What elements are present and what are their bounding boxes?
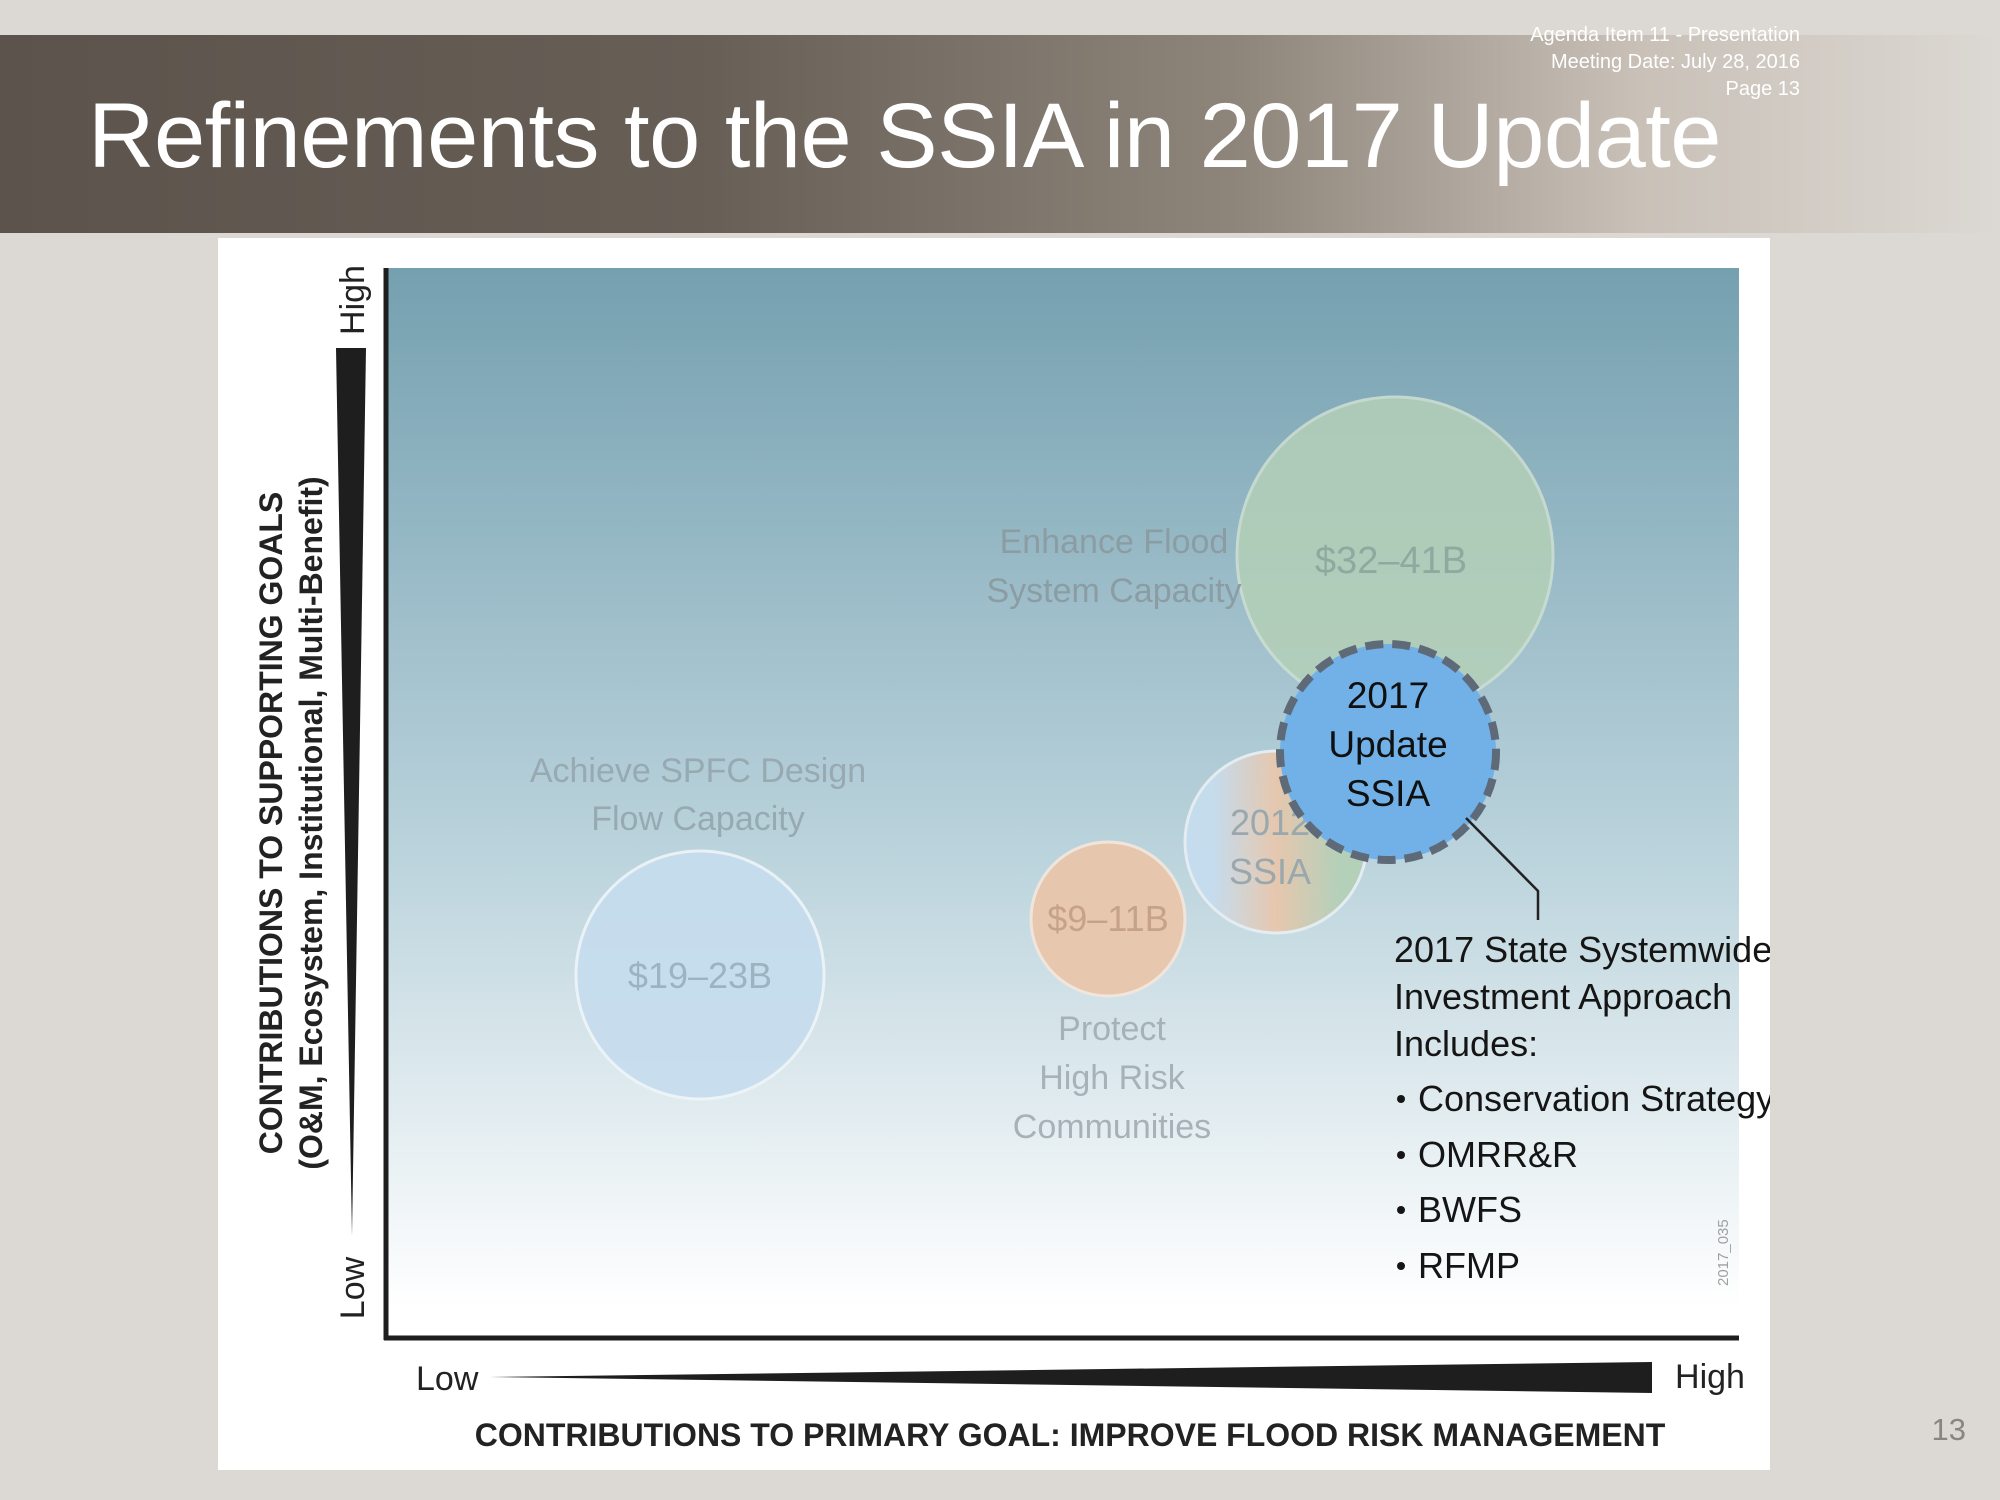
callout-item-bwfs: BWFS	[1418, 1189, 1522, 1230]
callout-item-omrrr: OMRR&R	[1418, 1134, 1578, 1175]
protect-value-label: $9–11B	[1047, 898, 1168, 939]
diagram-panel: High Low CONTRIBUTIONS TO SUPPORTING GOA…	[218, 238, 1770, 1470]
enhance-label-line2: System Capacity	[986, 572, 1241, 610]
y-axis-low-label: Low	[334, 1256, 372, 1319]
enhance-value-label: $32–41B	[1315, 540, 1467, 582]
page-number: 13	[1931, 1412, 1966, 1447]
y-axis-title: CONTRIBUTIONS TO SUPPORTING GOALS	[253, 492, 289, 1155]
callout-bullet-list: Conservation Strategy OMRR&R BWFS RFMP	[1397, 1078, 1770, 1286]
bullet-dot	[1397, 1262, 1405, 1270]
callout-title-line3: Includes:	[1394, 1023, 1538, 1064]
agenda-item-line: Agenda Item 11 - Presentation	[1530, 24, 1800, 46]
slide-title: Refinements to the SSIA in 2017 Update	[88, 85, 1721, 187]
bullet-dot	[1397, 1095, 1405, 1103]
spfc-label-line1: Achieve SPFC Design	[530, 752, 866, 790]
enhance-label-line1: Enhance Flood	[1000, 523, 1229, 561]
y-axis-high-label: High	[334, 265, 372, 335]
title-band	[0, 35, 2000, 233]
protect-label-line1: Protect	[1058, 1010, 1166, 1048]
agenda-page-line: Page 13	[1725, 78, 1800, 100]
callout-title-line1: 2017 State Systemwide	[1394, 929, 1770, 970]
callout-item-conservation: Conservation Strategy	[1418, 1078, 1770, 1119]
ssia-2017-label-line3: SSIA	[1346, 773, 1431, 814]
y-axis-scale-wedge	[336, 348, 366, 1236]
y-axis-subtitle: (O&M, Ecosystem, Institutional, Multi-Be…	[293, 476, 329, 1169]
x-axis-low-label: Low	[416, 1360, 479, 1398]
plot-background	[386, 268, 1739, 1308]
ssia-2017-bubble	[1276, 640, 1500, 864]
ssia-bubble-diagram: High Low CONTRIBUTIONS TO SUPPORTING GOA…	[253, 265, 1770, 1453]
protect-label-line3: Communities	[1013, 1108, 1211, 1146]
bullet-dot	[1397, 1151, 1405, 1159]
ssia-2017-label-line2: Update	[1328, 724, 1447, 765]
spfc-bubble	[574, 849, 826, 1101]
callout-title-line2: Investment Approach	[1394, 976, 1732, 1017]
callout-leader-line	[1465, 817, 1540, 920]
ssia-2012-label-line2: SSIA	[1229, 851, 1311, 892]
bullet-dot	[1397, 1206, 1405, 1214]
ssia-2017-label-line1: 2017	[1347, 675, 1429, 716]
x-axis-high-label: High	[1675, 1358, 1745, 1396]
agenda-info: Agenda Item 11 - Presentation Meeting Da…	[1530, 22, 1800, 103]
meeting-date-line: Meeting Date: July 28, 2016	[1550, 51, 1800, 73]
protect-label-line2: High Risk	[1039, 1059, 1185, 1097]
x-axis-title: CONTRIBUTIONS TO PRIMARY GOAL: IMPROVE F…	[475, 1417, 1666, 1453]
x-axis-scale-wedge	[490, 1362, 1652, 1393]
figure-code: 2017_035	[1715, 1219, 1732, 1286]
protect-bubble	[1029, 840, 1187, 998]
callout-item-rfmp: RFMP	[1418, 1245, 1520, 1286]
spfc-label-line2: Flow Capacity	[591, 800, 805, 838]
spfc-value-label: $19–23B	[628, 955, 772, 996]
